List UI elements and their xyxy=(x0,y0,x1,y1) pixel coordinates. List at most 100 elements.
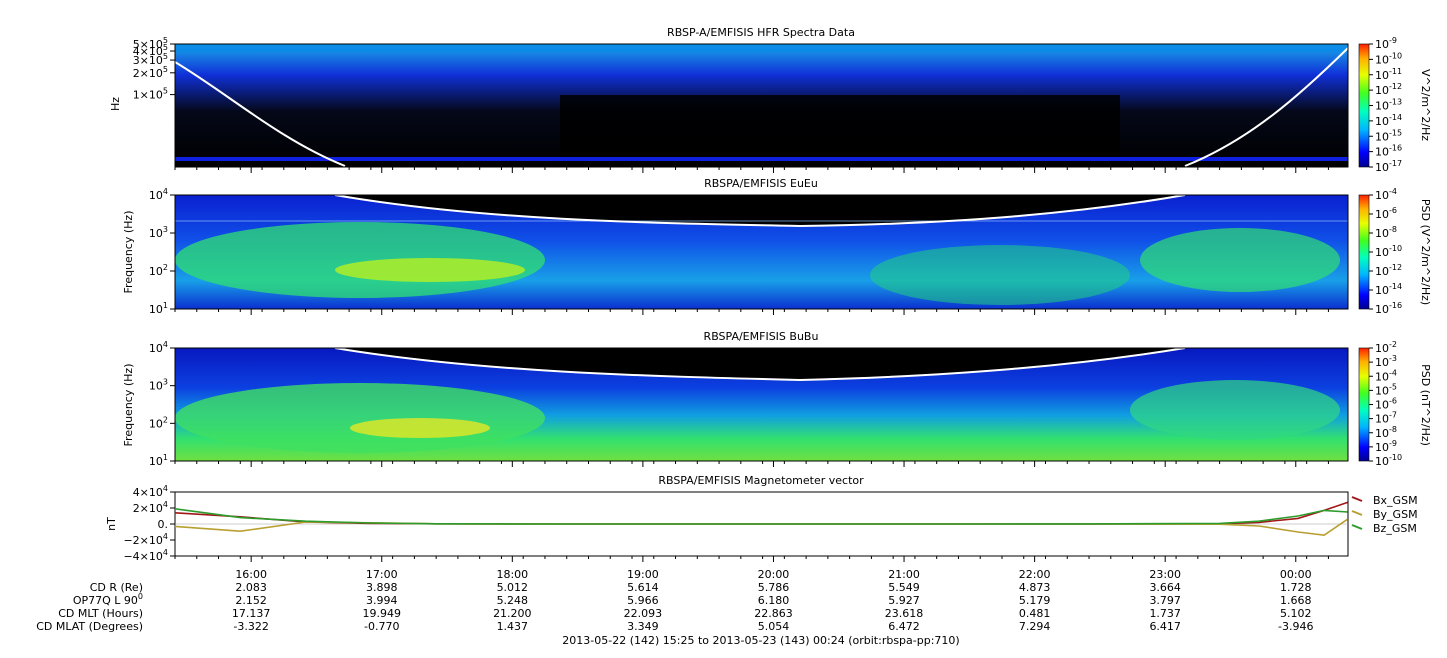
panel3-frame xyxy=(174,347,1349,462)
panel1-emission-band xyxy=(175,44,1348,52)
colorbar-tick-label: 10-16 xyxy=(1375,301,1402,316)
panel1-ylabel: Hz xyxy=(109,97,122,111)
ephemeris-value: 2.152 xyxy=(235,594,267,607)
colorbar-tick-label: 10-12 xyxy=(1375,263,1402,278)
panel1-title: RBSP-A/EMFISIS HFR Spectra Data xyxy=(667,26,855,39)
colorbar-tick-label: 10-8 xyxy=(1375,425,1397,440)
colorbar-tick-label: 10-9 xyxy=(1375,439,1397,454)
legend-swatch xyxy=(1351,524,1363,530)
panel3-colorbar xyxy=(1358,347,1370,462)
ephemeris-value: 2.083 xyxy=(235,581,267,594)
panel1-colorbar-ticks: 10-910-1010-1110-1210-1310-1410-1510-161… xyxy=(1369,36,1402,174)
ephemeris-value: 5.549 xyxy=(888,581,920,594)
panel2-colorbar xyxy=(1358,194,1370,310)
colorbar-tick-label: 10-14 xyxy=(1375,282,1402,297)
y-tick-label: 103 xyxy=(149,225,168,240)
y-tick-label: 104 xyxy=(149,340,168,355)
colorbar-tick-label: 10-10 xyxy=(1375,453,1402,468)
x-tick-label: 16:00 xyxy=(235,568,267,581)
ephemeris-value: 5.614 xyxy=(627,581,659,594)
colorbar-tick-label: 10-3 xyxy=(1375,354,1397,369)
legend-label: Bz_GSM xyxy=(1373,522,1417,535)
colorbar-tick-label: 10-13 xyxy=(1375,98,1402,113)
panel2-hiss-left xyxy=(175,222,545,298)
colorbar-tick-label: 10-12 xyxy=(1375,82,1402,97)
panel1-overlay-curve xyxy=(174,47,1349,167)
series-line-Bz_GSM xyxy=(174,508,1348,525)
ephemeris-value: 22.863 xyxy=(754,607,793,620)
ephemeris-value: 5.786 xyxy=(758,581,790,594)
colorbar-tick-label: 10-7 xyxy=(1375,411,1397,426)
y-tick-label: −2×104 xyxy=(123,532,168,547)
ephemeris-value: 23.618 xyxy=(885,607,924,620)
colorbar-tick-label: 10-11 xyxy=(1375,67,1402,82)
ephemeris-value: 3.664 xyxy=(1149,581,1181,594)
colorbar-tick-label: 10-17 xyxy=(1375,159,1402,174)
panel1-frame xyxy=(174,43,1349,168)
y-tick-label: 1×105 xyxy=(133,87,168,102)
ephemeris-value: 1.728 xyxy=(1280,581,1312,594)
ephemeris-value: 22.093 xyxy=(624,607,663,620)
panel3-overlay-curve xyxy=(334,347,1186,382)
y-tick-label: 2×105 xyxy=(133,65,168,80)
colorbar-tick-label: 10-4 xyxy=(1375,187,1397,202)
panel3-ylabel: Frequency (Hz) xyxy=(122,364,135,447)
ephemeris-value: 5.054 xyxy=(758,620,790,633)
ephemeris-row-label: CD MLT (Hours) xyxy=(58,607,143,620)
ephemeris-value: 19.949 xyxy=(362,607,401,620)
colorbar-tick-label: 10-10 xyxy=(1375,51,1402,66)
panel2-y-ticks: 104 103 102 101 xyxy=(149,187,175,316)
panel4-title: RBSPA/EMFISIS Magnetometer vector xyxy=(658,474,864,487)
colorbar-tick-label: 10-10 xyxy=(1375,244,1402,259)
panel3-y-ticks: 104 103 102 101 xyxy=(149,340,175,468)
ephemeris-value: 5.179 xyxy=(1019,594,1051,607)
panel4-ylabel: nT xyxy=(105,517,118,531)
ephemeris-value: 17.137 xyxy=(232,607,271,620)
ephemeris-value: 5.248 xyxy=(497,594,529,607)
x-tick-label: 21:00 xyxy=(888,568,920,581)
colorbar-tick-label: 10-8 xyxy=(1375,225,1397,240)
ephemeris-value: 1.737 xyxy=(1149,607,1181,620)
ephemeris-value: 5.927 xyxy=(888,594,920,607)
panel3-hiss-left xyxy=(175,383,545,453)
colorbar-tick-label: 10-16 xyxy=(1375,144,1402,159)
y-tick-label: 5×105 xyxy=(133,36,168,51)
ephemeris-value: 3.898 xyxy=(366,581,398,594)
panel2-dark-cap xyxy=(335,195,1185,226)
ephemeris-table: CD R (Re) 2.083 3.898 5.012 5.614 5.786 5.549 4… xyxy=(36,581,1313,633)
panel1-colorbar xyxy=(1358,43,1370,168)
x-tick-label: 19:00 xyxy=(627,568,659,581)
panel1-dark-region xyxy=(560,95,1120,160)
x-tick-label: 17:00 xyxy=(366,568,398,581)
y-tick-label: 3×105 xyxy=(133,52,168,67)
ephemeris-value: 3.797 xyxy=(1149,594,1181,607)
colorbar-tick-label: 10-6 xyxy=(1375,206,1397,221)
y-tick-label: 104 xyxy=(149,187,168,202)
panel2-hiss-right xyxy=(1140,228,1340,292)
ephemeris-value: 1.437 xyxy=(497,620,529,633)
ephemeris-row-label: CD R (Re) xyxy=(90,581,143,594)
ephemeris-value: 6.417 xyxy=(1149,620,1181,633)
x-tick-label: 18:00 xyxy=(496,568,528,581)
panel3-hiss-left-core xyxy=(350,418,490,438)
ephemeris-value: 1.668 xyxy=(1280,594,1312,607)
ephemeris-value: 3.994 xyxy=(366,594,398,607)
legend-swatch xyxy=(1351,510,1363,516)
footer-time-range: 2013-05-22 (142) 15:25 to 2013-05-23 (14… xyxy=(562,634,959,647)
y-tick-label: 101 xyxy=(149,301,168,316)
panel2-colorbar-ticks: 10-4 10-6 10-8 10-10 10-12 10-14 10-16 xyxy=(1369,187,1402,316)
ephemeris-value: -0.770 xyxy=(364,620,399,633)
colorbar-tick-label: 10-9 xyxy=(1375,36,1397,51)
legend-swatch xyxy=(1351,496,1363,502)
colorbar-tick-label: 10-15 xyxy=(1375,128,1402,143)
ephemeris-value: 5.102 xyxy=(1280,607,1312,620)
panel1-bottom-band xyxy=(175,157,1348,161)
panel2-overlay-curve xyxy=(334,194,1186,228)
y-tick-label: 101 xyxy=(149,453,168,468)
colorbar-tick-label: 10-4 xyxy=(1375,368,1397,383)
y-tick-label: 4×105 xyxy=(133,43,168,58)
y-tick-label: 102 xyxy=(149,263,168,278)
